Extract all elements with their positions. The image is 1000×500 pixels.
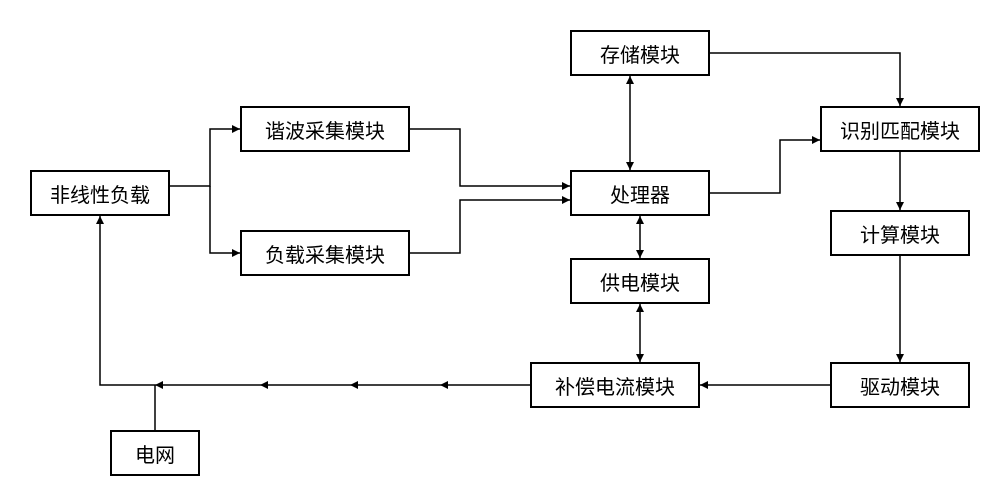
node-grid: 电网 xyxy=(110,430,200,476)
edge-junction-nonlinear_load xyxy=(100,216,155,385)
node-harmonic_acq: 谐波采集模块 xyxy=(240,106,410,152)
edge-harmonic_acq-processor xyxy=(410,129,570,186)
node-drive: 驱动模块 xyxy=(830,362,970,408)
node-calc: 计算模块 xyxy=(830,210,970,256)
node-storage: 存储模块 xyxy=(570,30,710,76)
node-power: 供电模块 xyxy=(570,258,710,304)
node-recog_match: 识别匹配模块 xyxy=(820,106,980,152)
node-nonlinear_load: 非线性负载 xyxy=(30,170,170,216)
edge-processor-recog_match xyxy=(710,140,820,193)
node-compensate: 补偿电流模块 xyxy=(530,362,700,408)
edge-nonlinear_load-load_acq xyxy=(210,186,240,253)
edge-nonlinear_load-harmonic_acq xyxy=(170,129,240,186)
edge-storage-recog_match xyxy=(710,53,900,106)
node-load_acq: 负载采集模块 xyxy=(240,230,410,276)
node-processor: 处理器 xyxy=(570,170,710,216)
edge-load_acq-processor xyxy=(410,200,570,253)
